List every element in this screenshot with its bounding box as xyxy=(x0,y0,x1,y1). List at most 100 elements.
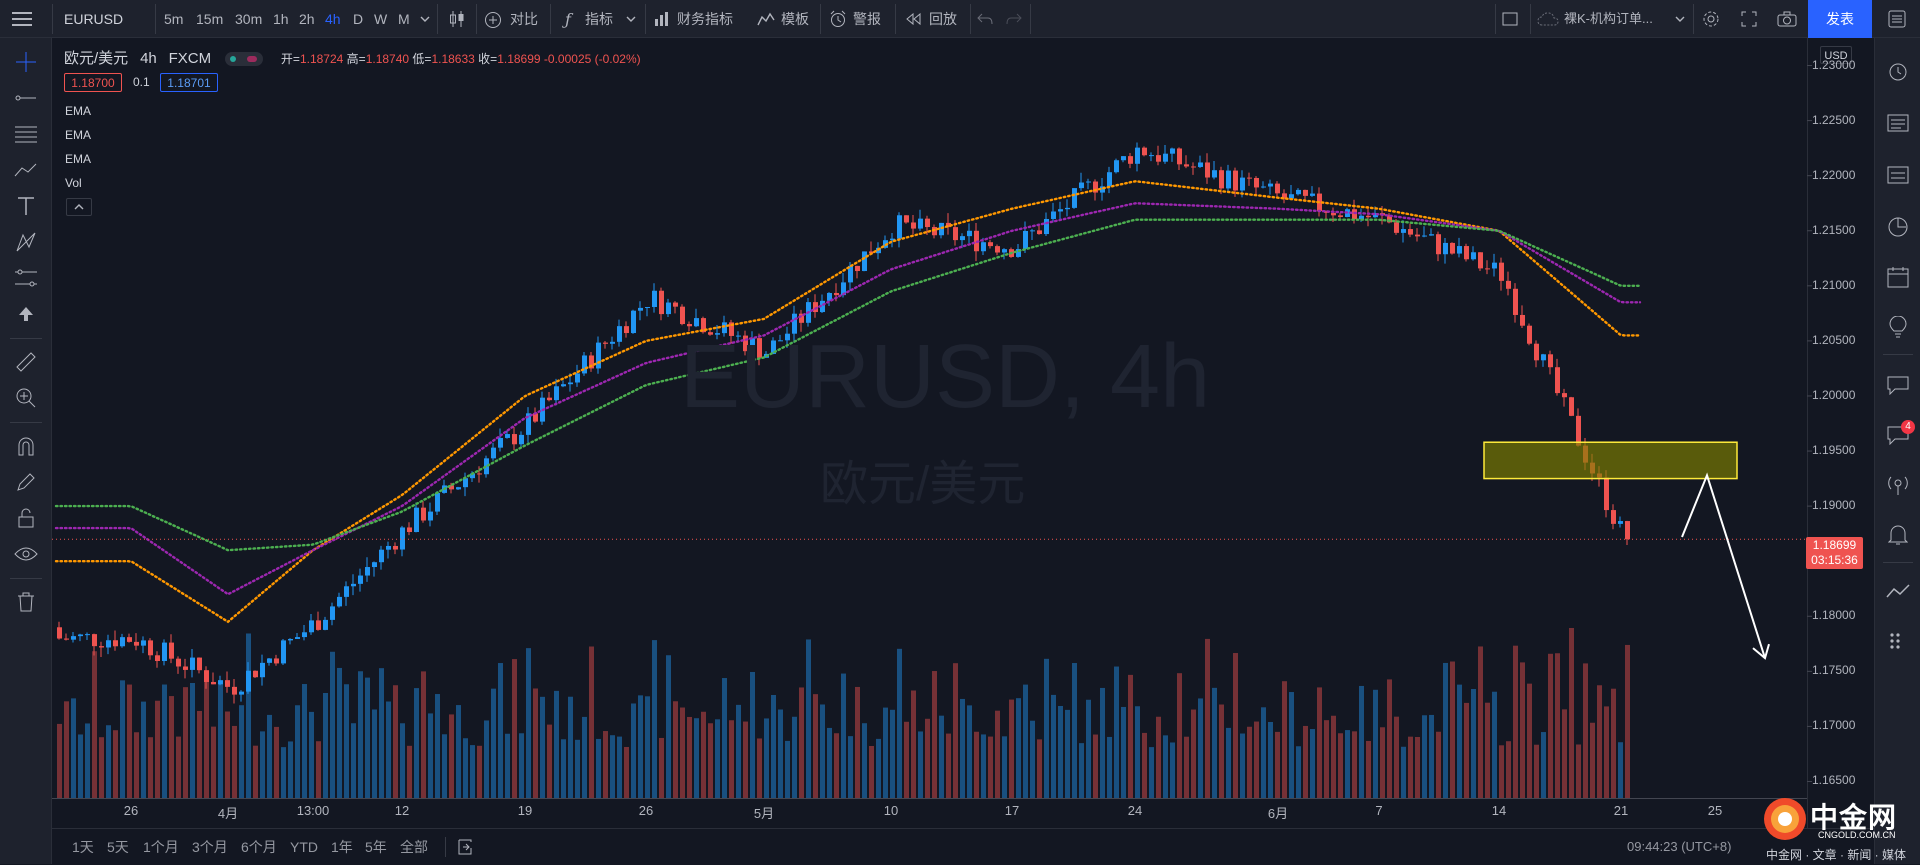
calendar-icon[interactable] xyxy=(1885,264,1911,290)
symbol-search[interactable]: EURUSD xyxy=(64,11,124,27)
newspaper-icon[interactable] xyxy=(1885,110,1911,136)
publish-button[interactable]: 发表 xyxy=(1808,0,1872,38)
volume-bar xyxy=(1275,731,1280,798)
templates-button[interactable]: 模板 xyxy=(781,11,809,27)
collapse-legend-icon[interactable] xyxy=(66,198,92,216)
price-chart[interactable] xyxy=(52,38,1874,828)
templates-icon[interactable] xyxy=(756,9,776,29)
lightbulb-icon[interactable] xyxy=(1885,314,1911,340)
volume-bar xyxy=(1401,746,1406,798)
interval-m[interactable]: M xyxy=(398,11,410,27)
zoom-in-icon[interactable] xyxy=(12,386,40,410)
volume-bar xyxy=(631,703,636,798)
chevron-down-icon[interactable] xyxy=(1673,12,1687,26)
chevron-down-icon[interactable] xyxy=(624,12,638,26)
financials-button[interactable]: 财务指标 xyxy=(677,11,733,27)
indicator-vol[interactable]: Vol xyxy=(65,176,82,190)
compare-button[interactable]: 对比 xyxy=(510,11,538,27)
dots-grid-icon[interactable] xyxy=(1885,628,1911,654)
pencil-lock-icon[interactable] xyxy=(12,470,40,494)
indicator-ema-1[interactable]: EMA xyxy=(65,104,92,118)
trend-line-icon[interactable] xyxy=(12,86,40,110)
volume-bar xyxy=(400,723,405,798)
layout-name[interactable]: 裸K-机构订单... xyxy=(1564,11,1653,26)
range-all[interactable]: 全部 xyxy=(400,839,428,855)
interval-1h[interactable]: 1h xyxy=(273,11,289,27)
broadcast-icon[interactable] xyxy=(1885,472,1911,498)
volume-bar xyxy=(1366,740,1371,798)
range-1y[interactable]: 1年 xyxy=(331,839,353,855)
volume-bar xyxy=(246,633,251,798)
ema-line xyxy=(54,180,1642,624)
add-compare-icon[interactable] xyxy=(483,10,503,30)
interval-5m[interactable]: 5m xyxy=(164,11,184,27)
volume-bar xyxy=(659,737,664,798)
arrow-up-icon[interactable] xyxy=(12,302,40,326)
alarm-clock-icon[interactable] xyxy=(828,9,848,29)
interval-w[interactable]: W xyxy=(374,11,388,27)
cloud-icon[interactable] xyxy=(1536,9,1560,29)
prediction-icon[interactable] xyxy=(12,266,40,290)
xabcd-pattern-icon[interactable] xyxy=(12,230,40,254)
range-1m[interactable]: 1个月 xyxy=(143,839,179,855)
currency-badge[interactable]: USD xyxy=(1820,46,1852,64)
volume-bar xyxy=(442,734,447,798)
volume-bar xyxy=(1002,736,1007,798)
layout-square-icon[interactable] xyxy=(1500,9,1520,29)
candle-style-icon[interactable] xyxy=(445,8,469,30)
market-status-toggle[interactable] xyxy=(225,52,264,67)
fullscreen-icon[interactable] xyxy=(1738,8,1760,30)
goto-date-icon[interactable] xyxy=(455,837,475,857)
function-icon[interactable]: ƒ xyxy=(565,9,571,29)
ruler-icon[interactable] xyxy=(12,350,40,374)
alarm-icon[interactable] xyxy=(1885,58,1911,84)
camera-icon[interactable] xyxy=(1776,8,1798,30)
trash-icon[interactable] xyxy=(12,590,40,614)
undo-icon[interactable] xyxy=(975,9,995,29)
pie-chart-icon[interactable] xyxy=(1885,214,1911,240)
indicator-ema-3[interactable]: EMA xyxy=(65,152,92,166)
chat-icon[interactable] xyxy=(1885,372,1911,398)
interval-30m[interactable]: 30m xyxy=(235,11,263,27)
indicators-button[interactable]: 指标 xyxy=(585,11,613,27)
volume-bar xyxy=(1310,729,1315,798)
range-3m[interactable]: 3个月 xyxy=(192,839,228,855)
volume-bar xyxy=(687,716,692,798)
range-5y[interactable]: 5年 xyxy=(365,839,387,855)
symbol-title[interactable]: 欧元/美元 xyxy=(64,50,129,67)
replay-button[interactable]: 回放 xyxy=(929,11,957,27)
financials-icon[interactable] xyxy=(652,9,672,29)
watchlist-icon[interactable] xyxy=(1885,162,1911,188)
interval-2h[interactable]: 2h xyxy=(299,11,315,27)
volume-bar xyxy=(491,688,496,798)
indicator-ema-2[interactable]: EMA xyxy=(65,128,92,142)
crosshair-icon[interactable] xyxy=(12,50,40,74)
interval-15m[interactable]: 15m xyxy=(196,11,224,27)
sell-price-box[interactable]: 1.18700 xyxy=(64,73,122,92)
chevron-down-icon[interactable] xyxy=(418,12,432,26)
gear-icon[interactable] xyxy=(1700,8,1722,30)
range-1d[interactable]: 1天 xyxy=(72,839,94,855)
panel-list-icon[interactable] xyxy=(1884,8,1910,30)
range-5d[interactable]: 5天 xyxy=(107,839,129,855)
collapse-icon[interactable] xyxy=(1885,578,1911,604)
interval-4h[interactable]: 4h xyxy=(325,11,341,27)
buy-price-box[interactable]: 1.18701 xyxy=(160,73,218,92)
horizontal-lines-icon[interactable] xyxy=(12,122,40,146)
range-6m[interactable]: 6个月 xyxy=(241,839,277,855)
eye-icon[interactable] xyxy=(12,542,40,566)
alert-button[interactable]: 警报 xyxy=(853,11,881,27)
lock-icon[interactable] xyxy=(12,506,40,530)
range-ytd[interactable]: YTD xyxy=(290,839,318,855)
clock[interactable]: 09:44:23 (UTC+8) xyxy=(1627,839,1732,854)
candle-body xyxy=(372,562,377,568)
pattern-icon[interactable] xyxy=(12,158,40,182)
menu-icon[interactable] xyxy=(10,8,34,30)
bell-icon[interactable] xyxy=(1885,522,1911,548)
text-tool-icon[interactable] xyxy=(12,194,40,218)
candle-body xyxy=(407,527,412,533)
interval-d[interactable]: D xyxy=(353,11,364,27)
magnet-icon[interactable] xyxy=(12,434,40,458)
replay-icon[interactable] xyxy=(903,9,923,29)
redo-icon[interactable] xyxy=(1004,9,1024,29)
